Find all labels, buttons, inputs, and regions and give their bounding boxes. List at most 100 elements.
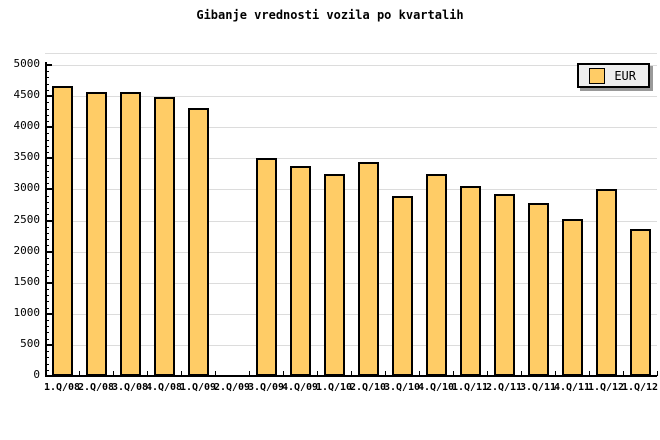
x-tick-label-2: 3.Q/08 — [111, 382, 149, 393]
y-minor-tick-1700 — [45, 270, 49, 272]
y-major-tick-5000 — [45, 64, 52, 66]
bar-2.Q/11 — [493, 194, 515, 376]
y-major-tick-3500 — [45, 157, 52, 160]
gridline-4500 — [46, 96, 657, 98]
y-minor-tick-1200 — [45, 301, 49, 303]
bar-4.Q/09 — [289, 166, 311, 376]
x-tick-6 — [249, 371, 250, 376]
gridline-1500 — [46, 282, 657, 284]
x-tick-18 — [657, 371, 658, 376]
x-tick-3 — [147, 371, 148, 376]
y-minor-tick-1400 — [45, 288, 49, 290]
x-tick-label-8: 1.Q/10 — [315, 382, 353, 393]
x-tick-label-3: 4.Q/08 — [145, 382, 183, 393]
y-minor-tick-900 — [45, 320, 49, 322]
x-tick-16 — [589, 371, 590, 376]
x-tick-label-14: 3.Q/11 — [519, 382, 557, 393]
bar-1.Q/12 — [595, 189, 617, 376]
y-minor-tick-200 — [45, 363, 49, 365]
bar-1.Q/11 — [459, 185, 481, 376]
x-axis-labels: 1.Q/08 2.Q/08 3.Q/08 4.Q/08 1.Q/09 2.Q/09 3.Q/… — [0, 382, 660, 398]
y-minor-tick-3400 — [45, 164, 49, 166]
x-tick-label-13: 2.Q/11 — [485, 382, 523, 393]
y-minor-tick-4700 — [45, 83, 49, 85]
x-tick-1 — [79, 371, 80, 376]
gridline-4000 — [46, 127, 657, 129]
y-axis-line — [45, 62, 47, 376]
y-minor-tick-300 — [45, 357, 49, 359]
y-minor-tick-1300 — [45, 295, 49, 297]
y-minor-tick-4900 — [45, 71, 49, 73]
x-axis-line — [45, 375, 657, 377]
y-tick-label-2500: 2500 — [13, 212, 41, 226]
y-minor-tick-3900 — [45, 133, 49, 135]
y-minor-tick-700 — [45, 332, 49, 334]
bar-3.Q/08 — [119, 92, 141, 376]
y-minor-tick-2300 — [45, 232, 49, 234]
y-minor-tick-1800 — [45, 264, 49, 266]
gridline-3000 — [46, 189, 657, 191]
x-tick-11 — [419, 371, 420, 376]
bar-1.Q/10 — [323, 174, 345, 376]
gridline-2500 — [46, 220, 657, 222]
x-tick-17 — [623, 371, 624, 376]
bar-4.Q/10 — [425, 174, 447, 376]
y-minor-tick-2200 — [45, 239, 49, 241]
x-tick-label-11: 4.Q/10 — [417, 382, 455, 393]
y-minor-tick-1900 — [45, 257, 49, 259]
bar-1.Q/12 — [629, 228, 651, 376]
x-tick-15 — [555, 371, 556, 376]
x-tick-9 — [351, 371, 352, 376]
y-tick-label-0: 0 — [33, 368, 40, 381]
y-major-tick-2500 — [45, 219, 52, 222]
x-tick-label-5: 2.Q/09 — [213, 382, 251, 393]
y-tick-label-1500: 1500 — [13, 274, 41, 288]
y-minor-tick-4200 — [45, 114, 49, 116]
y-tick-label-4000: 4000 — [13, 119, 41, 133]
y-tick-label-500: 500 — [20, 336, 40, 350]
y-tick-label-1000: 1000 — [13, 305, 41, 319]
bar-3.Q/11 — [527, 203, 549, 376]
x-tick-12 — [453, 371, 454, 376]
x-tick-10 — [385, 371, 386, 376]
y-major-tick-2000 — [45, 250, 52, 253]
gridline-1000 — [46, 313, 657, 315]
x-tick-label-0: 1.Q/08 — [43, 382, 81, 393]
y-minor-tick-2600 — [45, 214, 49, 216]
y-minor-tick-600 — [45, 338, 49, 340]
y-minor-tick-100 — [45, 369, 49, 371]
y-minor-tick-4400 — [45, 102, 49, 104]
y-minor-tick-2100 — [45, 245, 49, 247]
y-minor-tick-2900 — [45, 195, 49, 197]
y-major-tick-500 — [45, 343, 52, 346]
y-tick-label-2000: 2000 — [13, 243, 41, 257]
x-tick-label-4: 1.Q/09 — [179, 382, 217, 393]
y-tick-label-3000: 3000 — [13, 181, 41, 195]
y-minor-tick-1600 — [45, 276, 49, 278]
chart-title: Gibanje vrednosti vozila po kvartalih — [196, 8, 464, 22]
x-tick-label-9: 2.Q/10 — [349, 382, 387, 393]
y-tick-label-5000: 5000 — [13, 57, 41, 70]
x-tick-label-12: 1.Q/11 — [451, 382, 489, 393]
gridline-2000 — [46, 251, 657, 253]
y-axis-labels: 0 500 1000 1500 2000 2500 3000 3500 4000 4500 5000 — [0, 0, 41, 440]
y-minor-tick-4300 — [45, 108, 49, 110]
bar-4.Q/11 — [561, 219, 583, 376]
y-minor-tick-3600 — [45, 152, 49, 154]
x-tick-label-10: 3.Q/10 — [383, 382, 421, 393]
gridline-500 — [46, 344, 657, 346]
bar-4.Q/08 — [153, 97, 175, 376]
x-tick-label-17: 1.Q/12 — [621, 382, 659, 393]
x-tick-label-15: 4.Q/11 — [553, 382, 591, 393]
legend-swatch-eur-icon — [589, 67, 606, 84]
legend-box: EUR — [577, 63, 650, 88]
y-minor-tick-400 — [45, 351, 49, 353]
y-minor-tick-3700 — [45, 145, 49, 147]
bar-3.Q/10 — [391, 195, 413, 376]
plot-area — [45, 53, 658, 377]
x-tick-8 — [317, 371, 318, 376]
y-minor-tick-2800 — [45, 201, 49, 203]
x-tick-7 — [283, 371, 284, 376]
y-minor-tick-2700 — [45, 208, 49, 210]
